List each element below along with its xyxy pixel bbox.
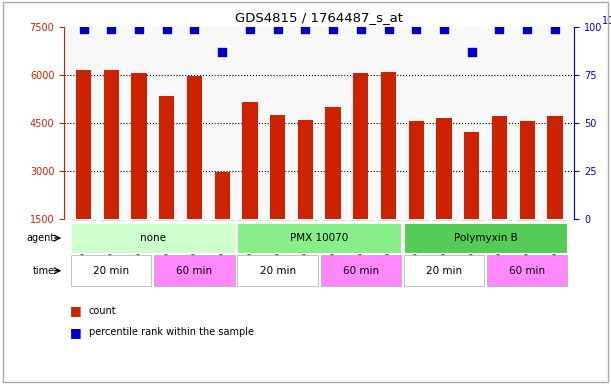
Bar	[131, 73, 147, 219]
Text: ■: ■	[70, 326, 82, 339]
Bar	[464, 132, 480, 219]
Text: 20 min: 20 min	[260, 266, 296, 276]
Point	[134, 26, 144, 32]
Text: Polymyxin B: Polymyxin B	[454, 233, 518, 243]
Point	[494, 26, 504, 32]
Bar	[298, 120, 313, 219]
Point	[301, 26, 310, 32]
Bar	[353, 73, 368, 219]
Bar	[409, 121, 424, 219]
Text: 60 min: 60 min	[509, 266, 545, 276]
Text: none: none	[140, 233, 166, 243]
Point	[189, 26, 199, 32]
Text: ■: ■	[70, 305, 82, 318]
Point	[162, 26, 172, 32]
Text: 20 min: 20 min	[93, 266, 130, 276]
Bar	[547, 116, 563, 219]
Point	[245, 26, 255, 32]
Bar	[381, 72, 396, 219]
Point	[384, 26, 393, 32]
Text: 20 min: 20 min	[426, 266, 462, 276]
Bar	[326, 107, 341, 219]
Point	[522, 26, 532, 32]
Point	[467, 49, 477, 55]
Point	[273, 26, 282, 32]
Text: GDS4815 / 1764487_s_at: GDS4815 / 1764487_s_at	[235, 12, 403, 25]
Text: percentile rank within the sample: percentile rank within the sample	[89, 327, 254, 337]
Point	[356, 26, 366, 32]
Point	[106, 26, 116, 32]
Bar	[187, 76, 202, 219]
Text: agent: agent	[27, 233, 55, 243]
Bar	[76, 70, 91, 219]
Text: 100%: 100%	[602, 17, 611, 26]
Bar	[104, 70, 119, 219]
Bar	[492, 116, 507, 219]
Bar	[436, 118, 452, 219]
Point	[218, 49, 227, 55]
Bar	[214, 172, 230, 219]
Point	[411, 26, 421, 32]
Text: 60 min: 60 min	[177, 266, 213, 276]
Bar	[519, 121, 535, 219]
Bar	[159, 96, 174, 219]
Point	[328, 26, 338, 32]
Point	[550, 26, 560, 32]
Text: time: time	[33, 266, 55, 276]
Point	[439, 26, 449, 32]
Text: PMX 10070: PMX 10070	[290, 233, 348, 243]
Text: 60 min: 60 min	[343, 266, 379, 276]
Text: count: count	[89, 306, 116, 316]
Bar	[270, 115, 285, 219]
Bar	[243, 102, 258, 219]
Point	[79, 26, 89, 32]
